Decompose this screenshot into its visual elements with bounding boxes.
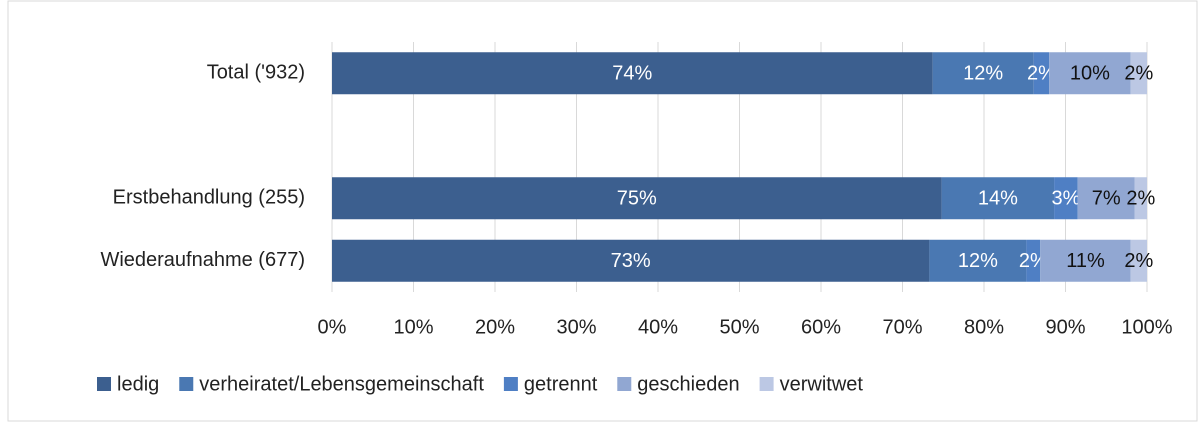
y-tick-label: Wiederaufnahme (677) [100, 249, 305, 271]
legend-swatch [179, 377, 194, 391]
legend-label: ledig [117, 373, 159, 395]
bar-segment [1049, 52, 1131, 95]
x-tick-label: 80% [964, 316, 1004, 338]
bar-segment [332, 177, 942, 220]
bar-segment [929, 239, 1027, 282]
bar-segment [932, 52, 1034, 95]
data-label: 12% [958, 250, 998, 272]
x-tick-label: 0% [318, 316, 347, 338]
chart-border [7, 0, 1198, 422]
data-label: 14% [978, 188, 1018, 210]
data-label: 75% [617, 188, 657, 210]
bar-segment [941, 177, 1055, 220]
data-label: 7% [1092, 188, 1121, 210]
x-tick-label: 20% [475, 316, 515, 338]
data-label: 2% [1126, 188, 1155, 210]
legend-label: verheiratet/Lebensgemeinschaft [199, 373, 484, 395]
bar-segment [1054, 177, 1078, 220]
bar-segment [1134, 177, 1147, 220]
legend-label: getrennt [524, 373, 598, 395]
legend-label: verwitwet [780, 373, 864, 395]
data-label: 3% [1051, 188, 1080, 210]
x-tick-label: 30% [556, 316, 596, 338]
data-label: 73% [611, 250, 651, 272]
legend-swatch [97, 377, 111, 391]
data-label: 12% [963, 63, 1003, 85]
x-tick-label: 90% [1045, 316, 1085, 338]
x-tick-label: 60% [801, 316, 841, 338]
bar-segment [1040, 239, 1131, 282]
x-tick-label: 40% [638, 316, 678, 338]
data-label: 2% [1027, 63, 1056, 85]
legend-swatch [759, 377, 774, 391]
bar-segment [1026, 239, 1041, 282]
x-tick-label: 70% [882, 316, 922, 338]
x-tick-label: 10% [393, 316, 433, 338]
x-tick-label: 50% [719, 316, 759, 338]
data-label: 10% [1070, 63, 1110, 85]
bar-segment [1033, 52, 1050, 95]
bar-segment [332, 239, 930, 282]
bar-segment [1130, 239, 1147, 282]
y-tick-label: Total ('932) [207, 62, 305, 84]
x-tick-label: 100% [1121, 316, 1172, 338]
legend-swatch [503, 377, 518, 391]
data-label: 2% [1124, 63, 1153, 85]
bar-segment [332, 52, 933, 95]
bar-segment [1130, 52, 1147, 95]
data-label: 2% [1124, 250, 1153, 272]
y-tick-label: Erstbehandlung (255) [113, 187, 305, 209]
legend-label: geschieden [637, 373, 739, 395]
legend-swatch [617, 377, 632, 391]
data-label: 11% [1066, 250, 1105, 272]
data-label: 74% [612, 63, 652, 85]
bar-segment [1077, 177, 1135, 220]
